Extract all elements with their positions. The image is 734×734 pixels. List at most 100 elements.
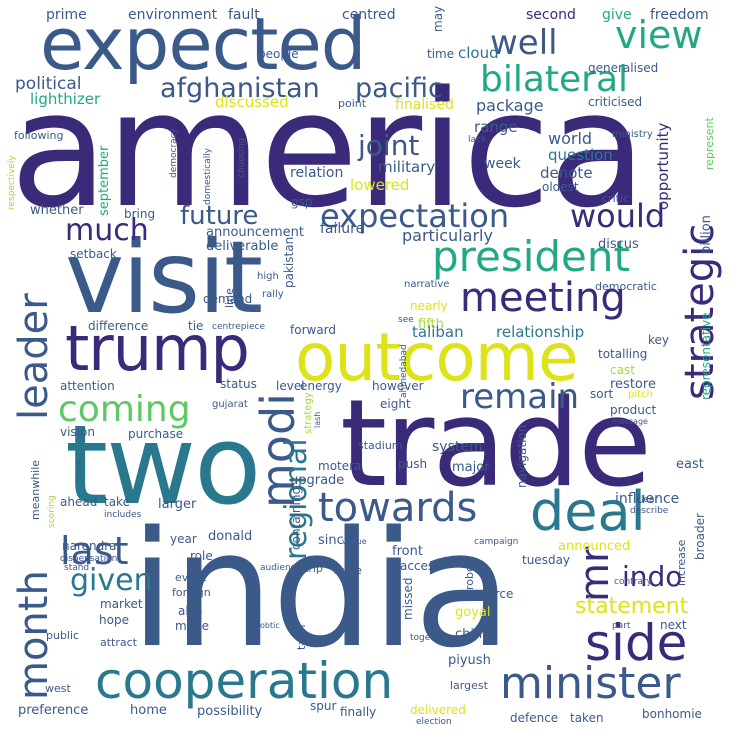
- word-influence: influence: [615, 491, 680, 507]
- word-also: also: [178, 604, 203, 618]
- word-much: much: [65, 213, 149, 248]
- word-tuesday: tuesday: [522, 553, 571, 567]
- word-narrative: narrative: [404, 279, 450, 290]
- word-containing: containing: [289, 486, 303, 550]
- word-environment: environment: [128, 7, 218, 23]
- word-missed: missed: [401, 577, 415, 620]
- word-goyal: goyal: [455, 605, 491, 620]
- word-state: state: [334, 564, 362, 577]
- word-pitch: pitch: [628, 389, 653, 400]
- word-ahead: ahead: [60, 495, 98, 509]
- word-audience: audience: [260, 563, 302, 573]
- word-campaign: campaign: [474, 537, 519, 547]
- word-discus: discus: [598, 237, 639, 252]
- word-democratic: democratic: [595, 280, 657, 293]
- word-week: week: [484, 156, 521, 172]
- word-trade: trade: [340, 375, 652, 514]
- word-may: may: [431, 5, 445, 32]
- word-bonhomie: bonhomie: [642, 707, 702, 721]
- word-statement: statement: [575, 594, 689, 619]
- word-failure: failure: [320, 221, 365, 237]
- word-criticised: criticised: [588, 95, 643, 109]
- word-role: role: [190, 549, 213, 563]
- word-meanwhile: meanwhile: [29, 459, 42, 520]
- word-representative: representative: [699, 312, 713, 400]
- word-includes: includes: [104, 510, 142, 520]
- word-part: part: [612, 621, 631, 631]
- word-stadium: stadium: [358, 439, 403, 452]
- word-question: question: [548, 146, 613, 164]
- word-towards: towards: [318, 485, 478, 531]
- word-bilateral: bilateral: [480, 59, 629, 100]
- word-status: status: [220, 377, 257, 391]
- word-modi: last: [60, 529, 129, 573]
- word-demand: demand: [203, 292, 253, 306]
- word-opportunity: opportunity: [654, 122, 672, 210]
- word-prime: prime: [46, 7, 87, 23]
- word-second: second: [526, 7, 576, 23]
- word-dispensation: dispensation: [60, 554, 118, 564]
- word-increase: increase: [675, 539, 688, 586]
- word-see: see: [398, 315, 414, 325]
- word-domestically: domestically: [203, 147, 213, 205]
- word-india: india: [130, 496, 512, 683]
- word-since: since: [318, 533, 352, 548]
- word-visit: visit: [65, 219, 263, 336]
- word-taliban: taliban: [412, 323, 464, 341]
- word-side: side: [585, 614, 688, 672]
- word-oldest: oldest: [542, 180, 579, 194]
- word-vision: vision: [60, 425, 95, 439]
- word-fifth: fifth: [418, 317, 444, 332]
- word-restore: restore: [610, 377, 656, 392]
- word-east: east: [676, 457, 704, 472]
- word-cloud: cloud: [458, 44, 499, 62]
- word-respectively: respectively: [7, 155, 17, 210]
- word-next: next: [660, 618, 687, 632]
- word-world: world: [548, 129, 593, 148]
- word-commerce: commerce: [450, 587, 514, 601]
- word-motera: motera: [318, 459, 362, 473]
- word-made: made: [175, 619, 210, 633]
- word-china: china: [455, 627, 491, 642]
- word-range: range: [474, 118, 518, 136]
- word-give: give: [602, 7, 632, 23]
- word-critic: critic: [602, 192, 630, 205]
- word-obtic: obtic: [260, 621, 280, 630]
- word-product: product: [610, 403, 657, 417]
- word-denote: denote: [540, 164, 593, 182]
- word-robert: robert: [463, 556, 476, 590]
- word-sort: sort: [590, 387, 614, 401]
- word-well: well: [490, 23, 558, 63]
- word-spur: spur: [310, 699, 337, 713]
- word-system: system: [432, 439, 483, 455]
- word-outcome: outcome: [295, 319, 579, 396]
- word-energy: energy: [300, 379, 342, 393]
- word-point: point: [338, 97, 367, 110]
- word-ministry: ministry: [612, 129, 653, 140]
- word-time: time: [427, 47, 455, 61]
- word-gsp: gsp: [291, 195, 313, 209]
- word-gujarat: gujarat: [212, 399, 248, 410]
- word-venue: venue: [342, 537, 367, 546]
- word-delivered: delivered: [410, 703, 466, 717]
- word-home: home: [130, 703, 167, 718]
- word-view: view: [615, 13, 703, 57]
- word-people: people: [258, 47, 299, 61]
- word-donald: donald: [208, 529, 253, 544]
- word-represent: represent: [703, 117, 716, 170]
- word-discussed: discussed: [215, 93, 289, 111]
- word-joint: joint: [358, 129, 420, 162]
- word-finally: finally: [340, 705, 377, 719]
- word-relationship: relationship: [496, 323, 585, 341]
- word-contrary: contrary: [614, 577, 652, 587]
- word-finalised: finalised: [395, 97, 454, 113]
- word-take: take: [104, 495, 130, 509]
- word-democracy: democracy: [169, 128, 179, 178]
- word-stand: stand: [64, 563, 90, 573]
- word-announced: announced: [558, 539, 631, 554]
- word-package: package: [476, 96, 544, 115]
- word-west: west: [45, 682, 71, 695]
- word-attention: attention: [60, 379, 115, 393]
- word-choosing: choosing: [237, 137, 247, 178]
